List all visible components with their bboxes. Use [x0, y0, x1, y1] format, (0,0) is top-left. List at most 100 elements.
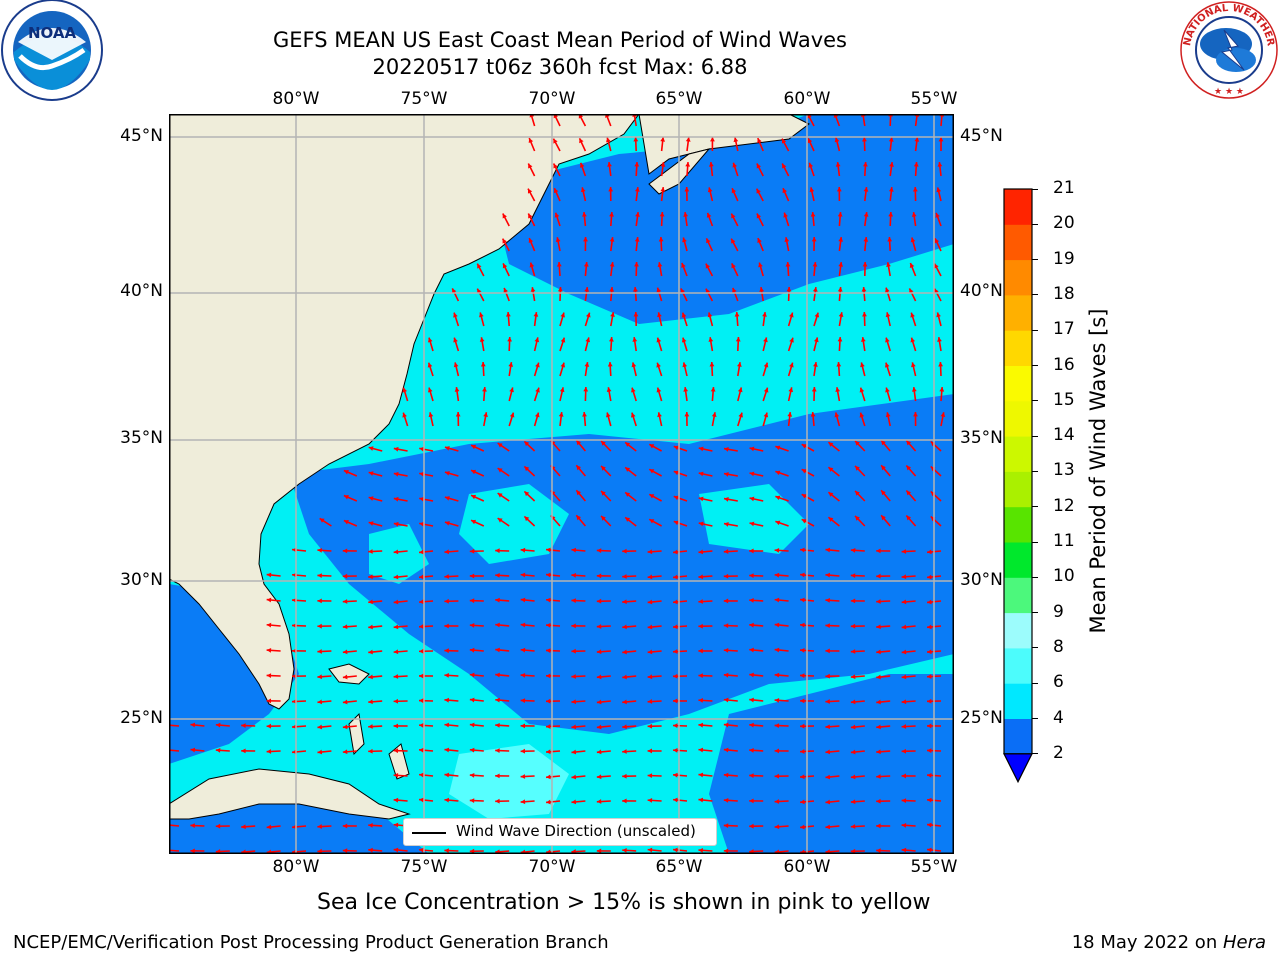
- wind-wave-arrow: [600, 515, 612, 527]
- colorbar-segment: [1004, 294, 1032, 331]
- wind-wave-arrow: [631, 387, 637, 402]
- wind-wave-arrow: [682, 362, 688, 377]
- wind-wave-arrow: [784, 237, 790, 252]
- wind-wave-arrow: [876, 674, 891, 680]
- wind-wave-arrow: [342, 699, 357, 705]
- wind-wave-arrow: [734, 311, 740, 327]
- wind-wave-arrow: [317, 623, 332, 629]
- wind-wave-arrow: [545, 724, 561, 729]
- wind-wave-arrow: [393, 549, 408, 555]
- colorbar-tick-label: 2: [1053, 742, 1064, 763]
- colorbar-tick-mark: [1032, 506, 1038, 508]
- lon-label-top: 70°W: [528, 89, 576, 109]
- wind-wave-arrow: [571, 623, 586, 629]
- wind-wave-arrow: [723, 647, 738, 653]
- footer-host: Hera: [1222, 932, 1266, 953]
- wind-wave-arrow: [266, 673, 281, 678]
- wind-wave-arrow: [901, 624, 916, 630]
- wind-wave-arrow: [393, 471, 408, 477]
- wind-wave-arrow: [775, 470, 789, 477]
- wind-wave-arrow: [215, 823, 230, 829]
- wind-wave-arrow: [885, 287, 891, 302]
- wind-wave-arrow: [368, 674, 383, 680]
- wind-wave-arrow: [698, 797, 713, 803]
- lon-label-bottom: 80°W: [272, 857, 320, 877]
- wind-wave-arrow: [885, 387, 891, 402]
- wind-wave-arrow: [880, 464, 891, 477]
- colorbar-tick-label: 19: [1053, 248, 1075, 269]
- wind-wave-arrow: [910, 337, 917, 352]
- wind-wave-arrow: [672, 599, 688, 605]
- wind-wave-arrow: [342, 724, 357, 730]
- wind-wave-arrow: [444, 574, 459, 579]
- wind-wave-arrow: [672, 723, 688, 729]
- wind-wave-arrow: [418, 574, 434, 580]
- wind-wave-arrow: [723, 823, 738, 829]
- wind-wave-arrow: [482, 386, 487, 402]
- wind-wave-arrow: [634, 236, 640, 252]
- wind-wave-arrow: [698, 521, 713, 527]
- wind-wave-arrow: [609, 336, 614, 352]
- wind-wave-arrow: [622, 749, 637, 754]
- wind-wave-arrow: [723, 848, 738, 854]
- colorbar-segment: [1004, 436, 1032, 472]
- wind-wave-arrow: [885, 412, 891, 427]
- wind-wave-arrow: [850, 699, 865, 705]
- wind-wave-arrow: [862, 136, 867, 152]
- wind-wave-arrow: [470, 444, 485, 452]
- wind-wave-arrow: [469, 598, 484, 604]
- wind-wave-arrow: [317, 649, 332, 654]
- colorbar-tick-label: 11: [1053, 531, 1075, 551]
- wind-wave-arrow: [622, 798, 637, 804]
- wind-wave-arrow: [502, 263, 510, 277]
- wind-wave-arrow: [393, 698, 408, 704]
- wind-wave-arrow: [317, 724, 332, 730]
- wind-wave-arrow: [393, 748, 408, 754]
- wind-wave-arrow: [827, 516, 840, 527]
- wind-wave-arrow: [571, 598, 586, 603]
- wind-wave-arrow: [455, 411, 461, 427]
- wind-wave-arrow: [657, 262, 663, 277]
- wind-wave-arrow: [850, 824, 865, 829]
- wind-wave-arrow: [368, 471, 383, 477]
- wind-wave-arrow: [774, 622, 789, 628]
- wind-wave-arrow: [733, 137, 739, 152]
- wind-wave-arrow: [673, 470, 688, 477]
- wind-wave-arrow: [913, 161, 919, 177]
- wind-wave-arrow: [698, 648, 713, 654]
- wind-wave-arrow: [912, 186, 918, 202]
- colorbar-tick-label: 17: [1053, 319, 1075, 340]
- wind-wave-arrow: [559, 337, 566, 352]
- wind-wave-arrow: [787, 362, 794, 377]
- wind-wave-arrow: [812, 261, 818, 277]
- wind-wave-arrow: [880, 439, 891, 452]
- wind-wave-arrow: [656, 362, 663, 377]
- wind-wave-arrow: [775, 520, 789, 527]
- wind-wave-arrow: [863, 236, 869, 252]
- wind-wave-arrow: [317, 749, 332, 755]
- wind-wave-arrow: [860, 362, 866, 377]
- wind-wave-arrow: [624, 466, 637, 477]
- wind-wave-arrow: [837, 286, 843, 302]
- wind-wave-arrow: [495, 548, 510, 554]
- wind-wave-arrow: [749, 471, 764, 477]
- wind-wave-arrow: [901, 574, 916, 580]
- colorbar-tick-mark: [1032, 400, 1038, 402]
- wind-wave-arrow: [497, 517, 510, 527]
- wind-wave-arrow: [940, 412, 946, 427]
- colorbar-tick-mark: [1032, 329, 1038, 331]
- wind-wave-arrow: [774, 773, 789, 779]
- wind-wave-arrow: [850, 724, 865, 730]
- wind-wave-arrow: [787, 387, 794, 402]
- wind-wave-arrow: [610, 312, 615, 327]
- wind-wave-arrow: [393, 446, 408, 452]
- wind-wave-arrow: [834, 137, 841, 152]
- wind-wave-arrow: [582, 411, 587, 427]
- lon-label-bottom: 60°W: [783, 857, 831, 877]
- wind-wave-arrow: [559, 312, 565, 327]
- wind-wave-arrow: [624, 516, 637, 527]
- wind-wave-arrow: [672, 797, 688, 803]
- wind-wave-arrow: [813, 337, 819, 352]
- wind-wave-arrow: [596, 724, 611, 730]
- wind-wave-arrow: [520, 774, 535, 779]
